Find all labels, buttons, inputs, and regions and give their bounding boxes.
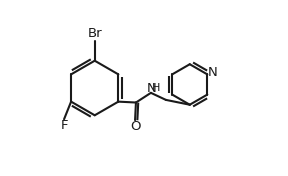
Text: H: H xyxy=(152,83,160,93)
Text: N: N xyxy=(208,67,218,79)
Text: F: F xyxy=(60,120,68,132)
Text: Br: Br xyxy=(87,27,102,40)
Text: N: N xyxy=(146,83,156,95)
Text: O: O xyxy=(130,120,140,133)
